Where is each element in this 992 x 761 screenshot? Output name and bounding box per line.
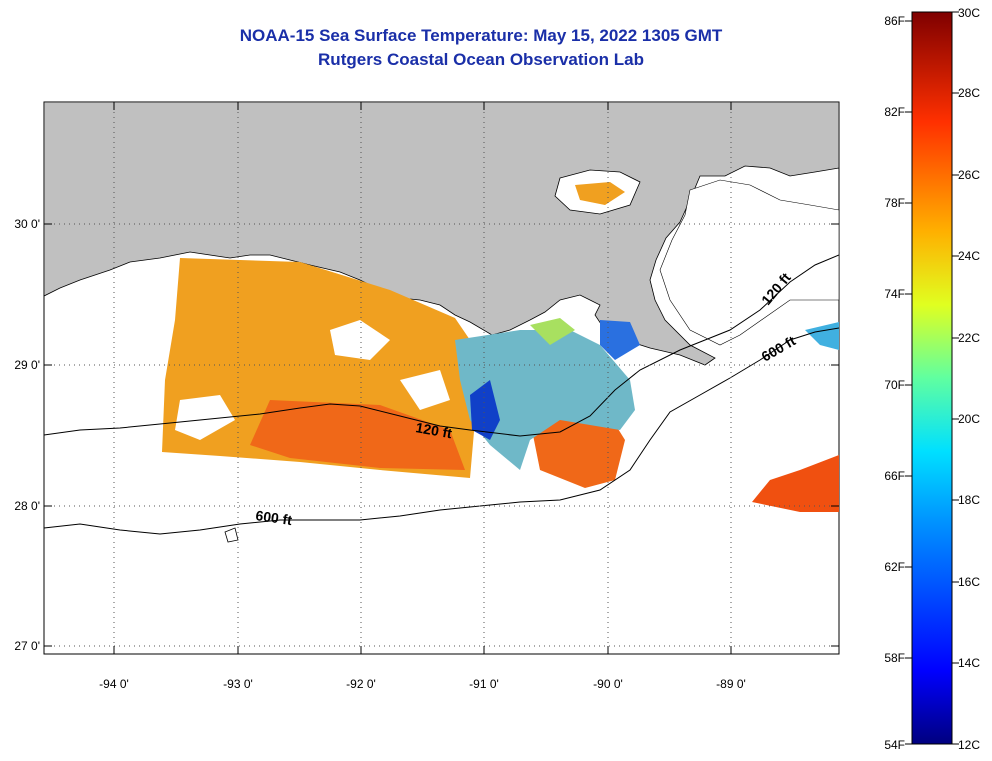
lon-label: -91 0' bbox=[469, 677, 499, 691]
colorbar-c-label: 28C bbox=[958, 86, 980, 100]
title-line-2: Rutgers Coastal Ocean Observation Lab bbox=[318, 50, 644, 69]
colorbar-f-label: 86F bbox=[884, 14, 905, 28]
sst-southeast-block bbox=[752, 455, 839, 512]
colorbar-f-label: 58F bbox=[884, 651, 905, 665]
contour-600ft-island bbox=[224, 527, 239, 543]
colorbar-f-labels: 86F 82F 78F 74F 70F 66F 62F 58F 54F bbox=[884, 14, 905, 752]
lon-label: -93 0' bbox=[223, 677, 253, 691]
colorbar bbox=[911, 11, 953, 745]
lat-label: 28 0' bbox=[14, 499, 40, 513]
colorbar-c-label: 16C bbox=[958, 575, 980, 589]
contour-label-600ft-west: 600 ft bbox=[255, 507, 294, 528]
colorbar-f-label: 62F bbox=[884, 560, 905, 574]
colorbar-f-label: 54F bbox=[884, 738, 905, 752]
lon-label: -92 0' bbox=[346, 677, 376, 691]
colorbar-c-label: 12C bbox=[958, 738, 980, 752]
colorbar-c-label: 22C bbox=[958, 331, 980, 345]
colorbar-ticks bbox=[905, 11, 959, 745]
sst-lake-data bbox=[575, 182, 625, 205]
colorbar-f-label: 74F bbox=[884, 287, 905, 301]
lon-label: -94 0' bbox=[99, 677, 129, 691]
colorbar-c-label: 30C bbox=[958, 6, 980, 20]
delta-water bbox=[659, 179, 839, 346]
sst-hot-patch-1 bbox=[250, 400, 465, 470]
lat-label: 29 0' bbox=[14, 358, 40, 372]
sst-coastal-specks bbox=[530, 318, 575, 345]
colorbar-f-label: 82F bbox=[884, 105, 905, 119]
graticule bbox=[44, 102, 839, 654]
colorbar-c-label: 18C bbox=[958, 493, 980, 507]
lat-labels: 30 0' 29 0' 28 0' 27 0' bbox=[14, 217, 40, 653]
sst-cold-region bbox=[470, 380, 500, 440]
colorbar-f-label: 66F bbox=[884, 469, 905, 483]
sst-cold-region-2 bbox=[600, 320, 640, 360]
cloud-patch-2 bbox=[330, 320, 390, 360]
title-line-1: NOAA-15 Sea Surface Temperature: May 15,… bbox=[239, 26, 723, 45]
cloud-patch-3 bbox=[400, 370, 450, 410]
contour-120ft bbox=[44, 254, 839, 437]
contour-600ft bbox=[44, 327, 839, 535]
map-ticks bbox=[44, 102, 839, 654]
lon-label: -89 0' bbox=[716, 677, 746, 691]
lon-label: -90 0' bbox=[593, 677, 623, 691]
cloud-patch-1 bbox=[175, 395, 235, 440]
colorbar-c-label: 26C bbox=[958, 168, 980, 182]
colorbar-c-label: 20C bbox=[958, 412, 980, 426]
colorbar-f-label: 78F bbox=[884, 196, 905, 210]
colorbar-c-labels: 30C 28C 26C 24C 22C 20C 18C 16C 14C 12C bbox=[958, 6, 980, 752]
lat-label: 27 0' bbox=[14, 639, 40, 653]
lat-label: 30 0' bbox=[14, 217, 40, 231]
contour-label-120ft-west: 120 ft bbox=[414, 419, 453, 441]
lon-labels: -94 0' -93 0' -92 0' -91 0' -90 0' -89 0… bbox=[99, 677, 746, 691]
colorbar-c-label: 14C bbox=[958, 656, 980, 670]
colorbar-c-label: 24C bbox=[958, 249, 980, 263]
colorbar-f-label: 70F bbox=[884, 378, 905, 392]
